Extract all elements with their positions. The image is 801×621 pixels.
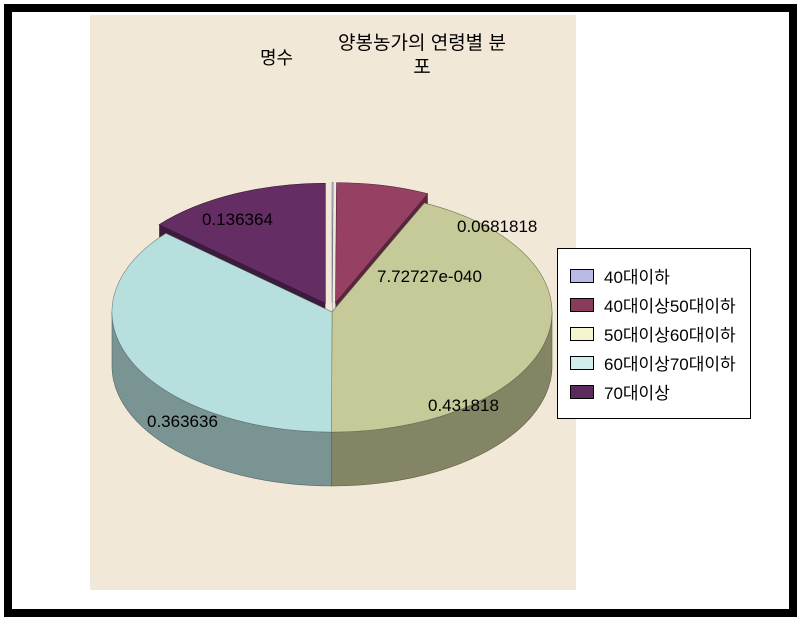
legend-swatch xyxy=(570,356,594,370)
legend-item: 60대이상70대이하 xyxy=(570,350,736,375)
legend-item: 40대이하 xyxy=(570,263,736,288)
legend-swatch xyxy=(570,327,594,341)
data-label: 0.136364 xyxy=(202,210,273,230)
legend: 40대이하 40대이상50대이하 50대이상60대이하 60대이상70대이하 70대이상 xyxy=(557,248,751,419)
pie-chart xyxy=(42,102,602,562)
legend-item: 40대이상50대이하 xyxy=(570,292,736,317)
legend-label: 40대이상50대이하 xyxy=(604,292,736,317)
legend-item: 50대이상60대이하 xyxy=(570,321,736,346)
legend-label: 60대이상70대이하 xyxy=(604,350,736,375)
data-label: 0.0681818 xyxy=(457,217,537,237)
legend-label: 70대이상 xyxy=(604,379,670,404)
chart-title: 양봉농가의 연령별 분포 xyxy=(332,32,512,80)
chart-frame: 명수 양봉농가의 연령별 분포 40대이하 40대이상50대이하 50대이상60대이… xyxy=(4,4,797,617)
legend-label: 50대이상60대이하 xyxy=(604,321,736,346)
legend-label: 40대이하 xyxy=(604,263,670,288)
legend-item: 70대이상 xyxy=(570,379,736,404)
data-label: 0.431818 xyxy=(428,396,499,416)
legend-swatch xyxy=(570,269,594,283)
legend-swatch xyxy=(570,385,594,399)
data-label: 0.363636 xyxy=(147,412,218,432)
legend-swatch xyxy=(570,298,594,312)
data-label: 7.72727e-040 xyxy=(377,267,482,287)
chart-subtitle: 명수 xyxy=(260,44,293,70)
